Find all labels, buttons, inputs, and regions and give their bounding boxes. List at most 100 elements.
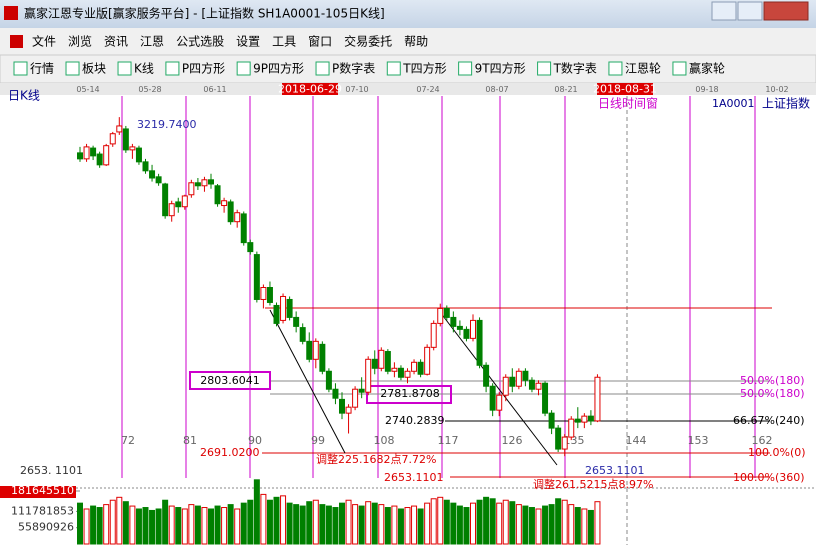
volume-bar <box>240 502 247 545</box>
candle-body <box>581 415 588 423</box>
candle-body <box>103 145 110 166</box>
volume-bar <box>470 502 476 545</box>
volume-bar <box>266 499 273 545</box>
candle-body <box>371 358 378 369</box>
menu-item[interactable]: 交易委托 <box>344 34 392 49</box>
volume-bar <box>155 508 162 545</box>
volume-bar <box>555 498 562 545</box>
volume-bar <box>83 508 90 545</box>
menu-item[interactable]: 公式选股 <box>176 35 224 49</box>
candle-body <box>411 361 418 372</box>
volume-bar <box>208 508 214 545</box>
volume-bar <box>352 504 359 545</box>
minimize[interactable] <box>711 1 737 21</box>
menu-item[interactable]: 帮助 <box>404 35 428 49</box>
candle-body <box>568 418 575 438</box>
candle-body <box>587 415 594 422</box>
period-count: 90 <box>248 434 262 447</box>
candle-body <box>542 382 549 414</box>
menu-item[interactable]: 窗口 <box>308 35 332 49</box>
volume-bar <box>299 505 306 545</box>
date-label: 05-28 <box>138 85 161 94</box>
volume-bar <box>162 499 169 545</box>
candle-body <box>358 388 365 393</box>
annotation: 66.67%(240) <box>733 414 805 427</box>
menu-item[interactable]: 江恩 <box>140 35 164 49</box>
candle-body <box>437 307 444 324</box>
candle-body <box>149 170 156 179</box>
volume-bar <box>142 507 149 545</box>
window-title: 赢家江恩专业版[赢家服务平台] - [上证指数 SH1A0001-105日K线] <box>24 6 385 21</box>
volume-bar <box>358 505 365 545</box>
candle-body <box>116 125 123 133</box>
volume-bar <box>312 499 319 545</box>
volume-bar <box>587 509 594 545</box>
candle-body <box>345 406 352 414</box>
volume-bar <box>332 507 339 545</box>
candle-body <box>509 376 516 387</box>
window-label: 日线时间窗 <box>598 97 658 111</box>
candle-body <box>365 358 372 393</box>
menu-item[interactable]: 资讯 <box>104 35 128 49</box>
volume-tick-label: 181645510 <box>11 484 74 497</box>
date-label: 10-02 <box>765 85 788 94</box>
volume-bar <box>96 507 103 545</box>
volume-bar <box>542 505 549 545</box>
candle-body <box>240 213 247 244</box>
time-windows <box>121 96 756 478</box>
volume-bar <box>424 502 431 545</box>
tool-item[interactable]: 板块 <box>82 62 106 76</box>
tool-icon <box>386 61 401 76</box>
candle-body <box>221 200 228 207</box>
tool-icon <box>236 61 251 76</box>
menu-item[interactable]: 浏览 <box>68 34 92 49</box>
volume-bar <box>371 502 378 545</box>
candle-body <box>266 287 273 303</box>
close[interactable] <box>763 1 809 21</box>
tool-item[interactable]: P四方形 <box>182 61 225 76</box>
tool-item[interactable]: P数字表 <box>332 61 375 76</box>
volume-bar <box>463 507 470 545</box>
volume-bar <box>227 504 234 545</box>
tool-item[interactable]: 赢家轮 <box>689 61 725 76</box>
volume-bar <box>404 507 411 545</box>
tool-item[interactable]: T四方形 <box>402 61 446 76</box>
tool-icon <box>672 61 687 76</box>
tool-item[interactable]: T数字表 <box>553 61 597 76</box>
tool-item[interactable]: K线 <box>134 62 154 76</box>
volume-bar <box>253 479 260 545</box>
tool-item[interactable]: 行情 <box>30 62 54 76</box>
tool-item[interactable]: 9P四方形 <box>253 61 304 76</box>
candle-body <box>135 147 142 163</box>
tool-icon <box>315 61 330 76</box>
annotation: 100.0%(0) <box>748 446 806 459</box>
volume-bar <box>273 496 280 545</box>
tool-icon <box>117 61 132 76</box>
volume-bar <box>378 504 385 545</box>
annotation: 2740.2839 <box>385 414 445 427</box>
candle-body <box>122 128 129 151</box>
annotation: 2781.8708 <box>380 387 440 400</box>
candle-body <box>247 242 254 253</box>
volume-bar <box>397 508 404 545</box>
volume-bar <box>391 505 398 545</box>
tool-item[interactable]: 江恩轮 <box>625 62 661 76</box>
menu-item[interactable]: 设置 <box>236 35 260 49</box>
candle-body <box>404 370 411 378</box>
annotation: 调整261.5215点8.97% <box>533 477 653 491</box>
candle-body <box>227 201 234 223</box>
name: 上证指数 <box>762 96 810 111</box>
volume-bar <box>221 507 228 545</box>
date-label: 07-24 <box>416 85 439 94</box>
volume-bar <box>561 499 568 545</box>
candle-body <box>325 370 332 390</box>
maximize[interactable] <box>737 1 763 21</box>
volume-bar <box>181 508 188 545</box>
tool-item[interactable]: 9T四方形 <box>475 61 526 76</box>
tool-icon <box>165 61 180 76</box>
menu-item[interactable]: 文件 <box>32 34 56 49</box>
candle-body <box>293 316 300 327</box>
annotation: 50.0%(180) <box>740 374 805 387</box>
menu-item[interactable]: 工具 <box>272 35 296 49</box>
